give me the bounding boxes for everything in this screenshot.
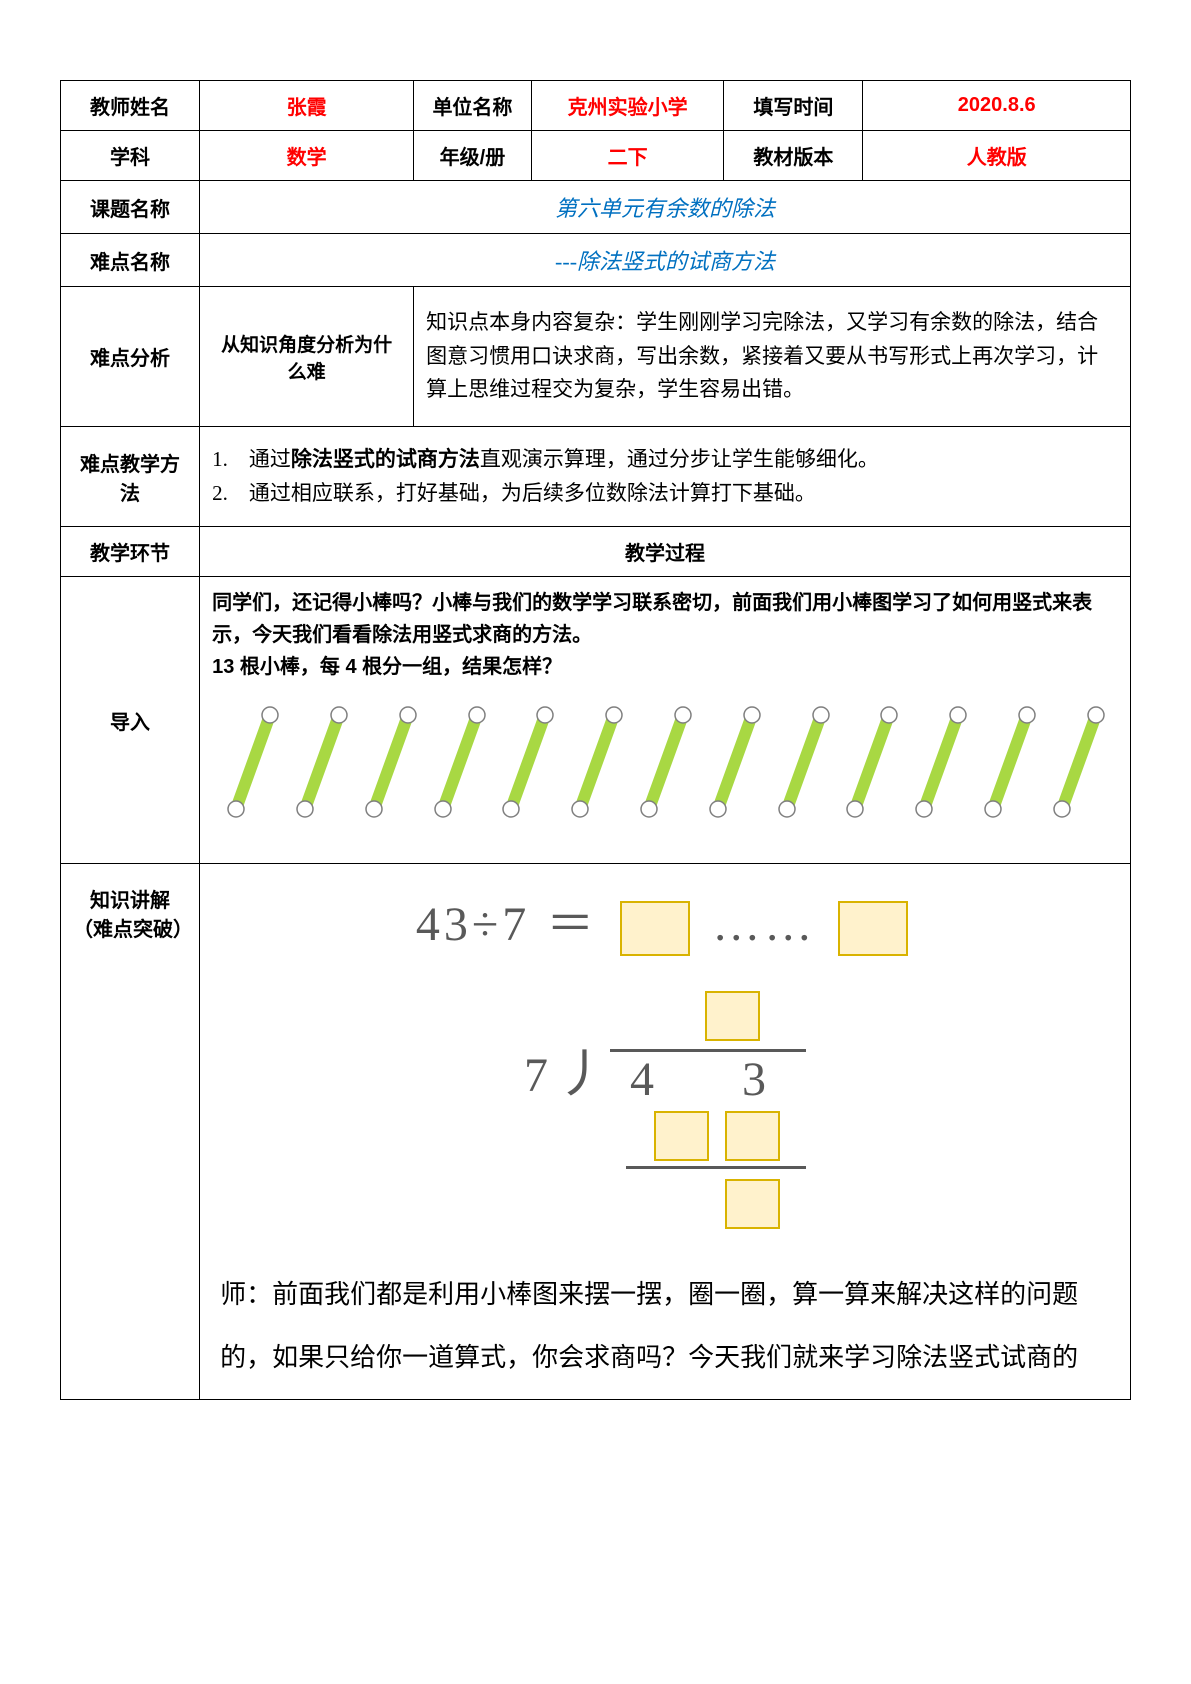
knowledge-label-2: （难点突破）: [73, 913, 187, 942]
unit-name-label: 单位名称: [414, 81, 532, 131]
method-1-rest: 直观演示算理，通过分步让学生能够细化。: [480, 447, 879, 471]
stick-icon: [429, 703, 489, 823]
stick-icon: [979, 703, 1039, 823]
analysis-sub: 从知识角度分析为什么难: [200, 287, 414, 427]
intro-text-2: 13 根小棒，每 4 根分一组，结果怎样？: [212, 651, 1118, 683]
method-line-2: 2. 通过相应联系，打好基础，为后续多位数除法计算打下基础。: [212, 477, 1118, 511]
lesson-title-label: 课题名称: [61, 181, 200, 234]
stick-icon: [841, 703, 901, 823]
longdiv-remainder-box: [725, 1179, 780, 1229]
stick-icon: [773, 703, 833, 823]
equation-lhs: 43÷7 ＝: [416, 898, 598, 951]
division-equation: 43÷7 ＝ …… 7 丿 4 3: [212, 874, 1118, 1254]
remainder-box: [838, 901, 908, 956]
textbook-label: 教材版本: [724, 131, 863, 181]
longdiv-quotient-box: [705, 991, 760, 1041]
lesson-title-row: 课题名称 第六单元有余数的除法: [61, 181, 1131, 234]
difficulty-analysis-row: 难点分析 从知识角度分析为什么难 知识点本身内容复杂：学生刚刚学习完除法，又学习…: [61, 287, 1131, 427]
intro-label: 导入: [61, 577, 200, 864]
stick-icon: [910, 703, 970, 823]
difficulty-name-row: 难点名称 ---除法竖式的试商方法: [61, 234, 1131, 287]
longdiv-sub-box-1: [654, 1111, 709, 1161]
longdiv-sub-box-2: [725, 1111, 780, 1161]
difficulty-analysis-label: 难点分析: [61, 287, 200, 427]
fill-time: 2020.8.6: [863, 81, 1131, 131]
narration: 师：前面我们都是利用小棒图来摆一摆，圈一圈，算一算来解决这样的问题的，如果只给你…: [212, 1254, 1118, 1389]
intro-text-1: 同学们，还记得小棒吗？小棒与我们的数学学习联系密切，前面我们用小棒图学习了如何用…: [212, 587, 1118, 651]
longdiv-divisor: 7: [524, 1052, 548, 1100]
knowledge-label: 知识讲解 （难点突破）: [61, 864, 200, 1400]
stick-icon: [360, 703, 420, 823]
process-label: 教学过程: [200, 527, 1131, 577]
teaching-method-content: 1. 通过除法竖式的试商方法直观演示算理，通过分步让学生能够细化。 2. 通过相…: [200, 427, 1131, 527]
stick-icon: [566, 703, 626, 823]
phase-label: 教学环节: [61, 527, 200, 577]
teaching-method-row: 难点教学方法 1. 通过除法竖式的试商方法直观演示算理，通过分步让学生能够细化。…: [61, 427, 1131, 527]
stick-icon: [497, 703, 557, 823]
narration-text: 前面我们都是利用小棒图来摆一摆，圈一圈，算一算来解决这样的问题的，如果只给你一道…: [220, 1280, 1078, 1371]
subject-label: 学科: [61, 131, 200, 181]
fill-time-label: 填写时间: [724, 81, 863, 131]
knowledge-label-1: 知识讲解: [73, 884, 187, 913]
longdiv-underline: [626, 1166, 806, 1174]
method-1-bold: 除法竖式的试商方法: [291, 448, 480, 471]
difficulty-name: ---除法竖式的试商方法: [200, 234, 1131, 287]
lesson-title: 第六单元有余数的除法: [200, 181, 1131, 234]
intro-content: 同学们，还记得小棒吗？小棒与我们的数学学习联系密切，前面我们用小棒图学习了如何用…: [200, 577, 1131, 864]
stick-icon: [222, 703, 282, 823]
analysis-text: 知识点本身内容复杂：学生刚刚学习完除法，又学习有余数的除法，结合图意习惯用口诀求…: [414, 287, 1131, 427]
stick-icon: [704, 703, 764, 823]
longdiv-paren: 丿: [556, 1050, 608, 1102]
narration-prefix: 师：: [220, 1280, 272, 1309]
knowledge-row: 知识讲解 （难点突破） 43÷7 ＝ …… 7 丿: [61, 864, 1131, 1400]
grade: 二下: [531, 131, 724, 181]
lesson-plan-table: 教师姓名 张霞 单位名称 克州实验小学 填写时间 2020.8.6 学科 数学 …: [60, 80, 1131, 1400]
header-row-2: 学科 数学 年级/册 二下 教材版本 人教版: [61, 131, 1131, 181]
textbook: 人教版: [863, 131, 1131, 181]
stick-icon: [291, 703, 351, 823]
phase-header-row: 教学环节 教学过程: [61, 527, 1131, 577]
difficulty-name-label: 难点名称: [61, 234, 200, 287]
equation-line: 43÷7 ＝ ……: [212, 884, 1118, 956]
stick-icon: [635, 703, 695, 823]
knowledge-content: 43÷7 ＝ …… 7 丿 4 3: [200, 864, 1131, 1400]
quotient-box: [620, 901, 690, 956]
teacher-name-label: 教师姓名: [61, 81, 200, 131]
teacher-name: 张霞: [200, 81, 414, 131]
equation-dots: ……: [712, 898, 816, 951]
unit-name: 克州实验小学: [531, 81, 724, 131]
header-row-1: 教师姓名 张霞 单位名称 克州实验小学 填写时间 2020.8.6: [61, 81, 1131, 131]
long-division: 7 丿 4 3: [524, 986, 806, 1234]
grade-label: 年级/册: [414, 131, 532, 181]
teaching-method-label: 难点教学方法: [61, 427, 200, 527]
intro-row: 导入 同学们，还记得小棒吗？小棒与我们的数学学习联系密切，前面我们用小棒图学习了…: [61, 577, 1131, 864]
method-line-1: 1. 通过除法竖式的试商方法直观演示算理，通过分步让学生能够细化。: [212, 443, 1118, 477]
subject: 数学: [200, 131, 414, 181]
sticks-diagram: [212, 683, 1118, 853]
stick-icon: [1048, 703, 1108, 823]
method-1-prefix: 1. 通过: [212, 447, 291, 471]
longdiv-dividend: 4 3: [610, 1049, 806, 1104]
